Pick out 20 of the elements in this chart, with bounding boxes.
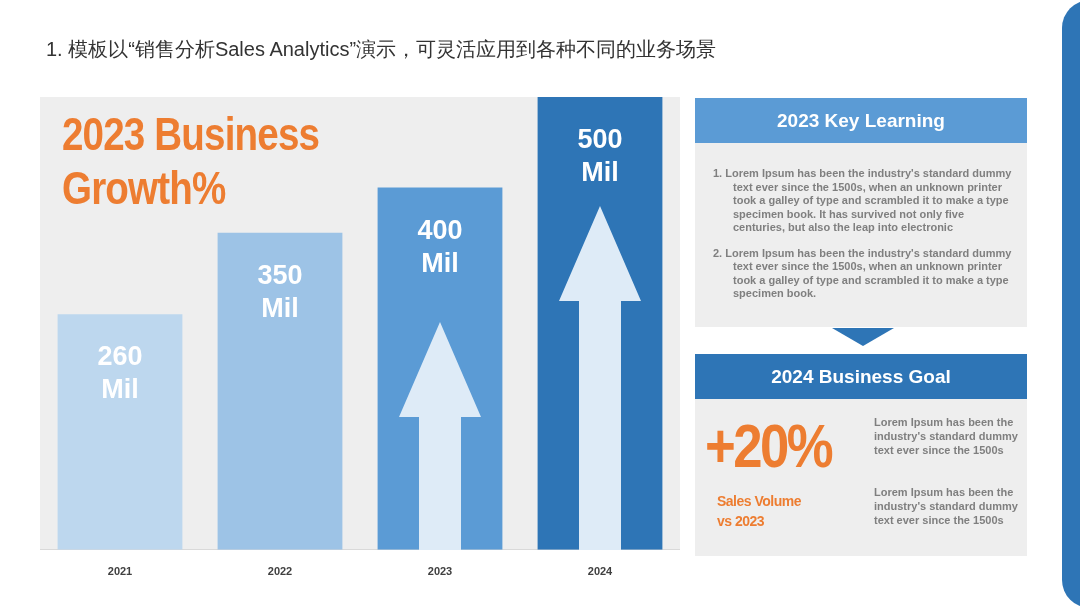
text: Sales Volume vs 2023 — [717, 492, 802, 531]
x-tick-label: 2021 — [107, 565, 133, 578]
x-tick-label: 2023 — [427, 565, 453, 578]
bar — [217, 232, 343, 550]
data-label: 500 Mil — [577, 123, 623, 187]
text: 1. Lorem Ipsum has been the industry's standard dummy text ever since the 1500s, when an unknown printer took a galley of type and scrambled it to make a type specimen book. It has survived not only five centuries, but also the leap into electronic — [712, 167, 1013, 235]
text: 2024 Business Goal — [695, 354, 1027, 399]
data-label: 260 Mil — [97, 341, 143, 405]
text: +20% — [705, 411, 832, 480]
x-tick-label: 2022 — [267, 565, 293, 578]
text: 2023 Business Growth% — [62, 107, 321, 215]
text: 2023 Key Learning — [695, 98, 1027, 143]
text: 2. Lorem Ipsum has been the industry's standard dummy text ever since the 1500s, when an unknown printer took a galley of type and scrambled it to make a type specimen book. — [712, 246, 1013, 301]
data-label: 400 Mil — [417, 214, 463, 278]
text: 1. 模板以“销售分析Sales Analytics”演示，可灵活应用到各种不同的业务场景 — [46, 37, 717, 62]
data-label: 350 Mil — [257, 259, 303, 323]
text: Lorem Ipsum has been the industry's standard dummy text ever since the 1500s — [874, 485, 1019, 527]
x-tick-label: 2024 — [587, 565, 614, 578]
bar — [57, 314, 183, 550]
text: Lorem Ipsum has been the industry's standard dummy text ever since the 1500s — [874, 415, 1019, 457]
